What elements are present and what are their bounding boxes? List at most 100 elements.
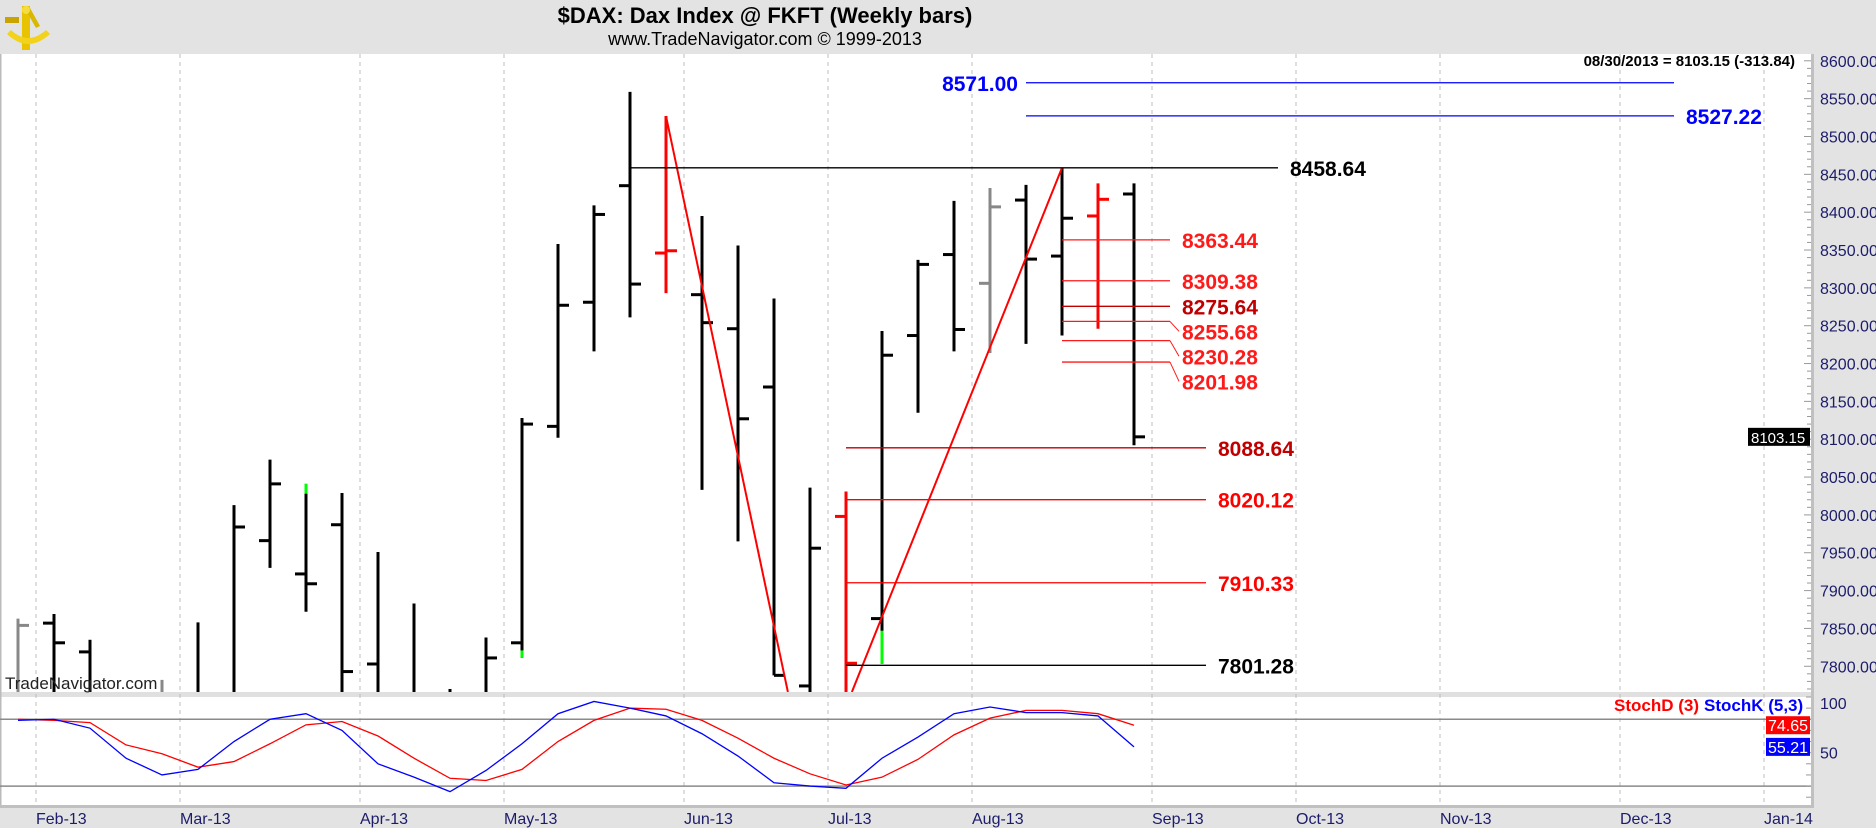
level-label: 8363.44 xyxy=(1182,230,1258,253)
y-tick-label: 8400.00 xyxy=(1820,205,1876,222)
price-plot xyxy=(16,91,1145,692)
x-tick-label: Jan-14 xyxy=(1764,811,1813,828)
x-tick-label: Sep-13 xyxy=(1152,811,1204,828)
ohlc-bar[interactable] xyxy=(295,483,317,612)
level-label-connector xyxy=(1169,361,1180,382)
ohlc-bar[interactable] xyxy=(943,200,965,352)
axes: Feb-13 Mar-13 Apr-13 May-13 Jun-13 Jul-13 Aug-… xyxy=(36,54,1876,828)
y-tick-label: 8450.00 xyxy=(1820,167,1876,184)
level-label: 7801.28 xyxy=(1218,655,1294,678)
watermark: TradeNavigator.com xyxy=(5,674,157,693)
y-tick-label: 8100.00 xyxy=(1820,432,1876,449)
ohlc-bar[interactable] xyxy=(1123,183,1145,446)
ohlc-bar[interactable] xyxy=(16,618,29,692)
ohlc-bar[interactable] xyxy=(511,418,533,658)
stoch-tick-label: 50 xyxy=(1820,746,1838,763)
level-label: 8230.28 xyxy=(1182,346,1258,369)
stoch-value-badge xyxy=(1766,716,1810,735)
ohlc-bar[interactable] xyxy=(1087,183,1109,329)
level-label: 8527.22 xyxy=(1686,106,1762,129)
level-label: 8088.64 xyxy=(1218,438,1294,461)
y-tick-label: 8150.00 xyxy=(1820,394,1876,411)
ohlc-bar[interactable] xyxy=(655,116,677,294)
y-tick-label: 7850.00 xyxy=(1820,621,1876,638)
stoch-value-label: 74.65 xyxy=(1768,718,1808,735)
stoch-d-line xyxy=(17,707,1135,786)
level-label-connector xyxy=(1169,321,1180,332)
zigzag-trendline-segment[interactable] xyxy=(850,167,1063,692)
y-tick-label: 8550.00 xyxy=(1820,92,1876,109)
ohlc-bar[interactable] xyxy=(835,491,857,692)
ohlc-bar[interactable] xyxy=(871,330,893,664)
panel-separator[interactable] xyxy=(0,692,1811,697)
chart-header: $DAX: Dax Index @ FKFT (Weekly bars) www… xyxy=(0,0,1876,54)
ohlc-bar[interactable] xyxy=(907,259,929,413)
ohlc-bar[interactable] xyxy=(619,91,641,318)
last-price-badge xyxy=(1748,427,1810,446)
ohlc-bar[interactable] xyxy=(1051,167,1073,336)
y-tick-label: 8250.00 xyxy=(1820,319,1876,336)
y-tick-label: 8300.00 xyxy=(1820,281,1876,298)
x-tick-label: Dec-13 xyxy=(1620,811,1672,828)
level-label: 8255.68 xyxy=(1182,321,1258,344)
ohlc-bar[interactable] xyxy=(691,215,713,490)
y-tick-label: 7950.00 xyxy=(1820,546,1876,563)
ohlc-bar[interactable] xyxy=(43,614,65,692)
annotations: 8571.00 8527.22 8458.64 8363.44 8309.388275.… xyxy=(630,73,1762,678)
x-tick-label: Aug-13 xyxy=(972,811,1024,828)
ohlc-bar[interactable] xyxy=(232,505,245,692)
ohlc-bar[interactable] xyxy=(799,487,821,692)
stoch-legend-item: StochD (3) xyxy=(1614,696,1699,715)
ohlc-bar[interactable] xyxy=(763,298,785,677)
level-label: 8020.12 xyxy=(1218,490,1294,513)
ohlc-bar[interactable] xyxy=(1015,184,1037,344)
y-tick-label: 8600.00 xyxy=(1820,54,1876,71)
stoch-value-badge xyxy=(1766,737,1810,756)
ohlc-bar[interactable] xyxy=(367,551,380,692)
x-axis-line xyxy=(0,805,1814,808)
sextant-logo-icon xyxy=(5,6,50,50)
stoch-k-line xyxy=(17,700,1135,793)
ohlc-bar[interactable] xyxy=(583,205,605,352)
level-label: 8275.64 xyxy=(1182,296,1258,319)
y-tick-label: 7900.00 xyxy=(1820,584,1876,601)
y-tick-label: 7800.00 xyxy=(1820,659,1876,676)
ohlc-bar[interactable] xyxy=(979,187,1001,353)
level-label: 7910.33 xyxy=(1218,573,1294,596)
level-label: 8309.38 xyxy=(1182,271,1258,294)
zigzag-trendline-segment[interactable] xyxy=(665,115,789,692)
stoch-value-label: 55.21 xyxy=(1768,740,1808,757)
y-tick-label: 8500.00 xyxy=(1820,129,1876,146)
y-tick-label: 8000.00 xyxy=(1820,508,1876,525)
x-tick-label: Apr-13 xyxy=(360,811,408,828)
stochastic-panel xyxy=(0,697,1811,805)
last-bar-info: 08/30/2013 = 8103.15 (-313.84) xyxy=(1584,53,1795,70)
last-price-label: 8103.15 xyxy=(1751,430,1805,447)
left-border xyxy=(0,54,2,805)
ohlc-bar[interactable] xyxy=(727,245,749,542)
y-tick-label: 8350.00 xyxy=(1820,243,1876,260)
level-label: 8458.64 xyxy=(1290,158,1366,181)
x-tick-label: Mar-13 xyxy=(180,811,231,828)
level-label: 8571.00 xyxy=(942,73,1018,96)
ohlc-bar[interactable] xyxy=(484,637,497,692)
stoch-tick-label: 100 xyxy=(1820,696,1847,713)
chart-title: $DAX: Dax Index @ FKFT (Weekly bars) xyxy=(557,3,973,28)
stochastic-plot xyxy=(0,700,1811,793)
ohlc-bar[interactable] xyxy=(331,492,353,692)
x-tick-label: Feb-13 xyxy=(36,811,87,828)
gridlines xyxy=(35,54,1765,805)
ohlc-bar[interactable] xyxy=(79,639,92,692)
level-label: 8201.98 xyxy=(1182,371,1258,394)
y-tick-label: 8050.00 xyxy=(1820,470,1876,487)
x-tick-label: Jul-13 xyxy=(828,811,872,828)
x-tick-label: May-13 xyxy=(504,811,557,828)
y-tick-label: 8200.00 xyxy=(1820,357,1876,374)
x-tick-label: Oct-13 xyxy=(1296,811,1344,828)
stoch-legend-item: StochK (5,3) xyxy=(1704,696,1803,715)
chart-subtitle: www.TradeNavigator.com © 1999-2013 xyxy=(608,29,922,49)
ohlc-bar[interactable] xyxy=(547,243,569,438)
ohlc-bar[interactable] xyxy=(259,459,281,568)
price-axis-line[interactable] xyxy=(1811,54,1814,807)
